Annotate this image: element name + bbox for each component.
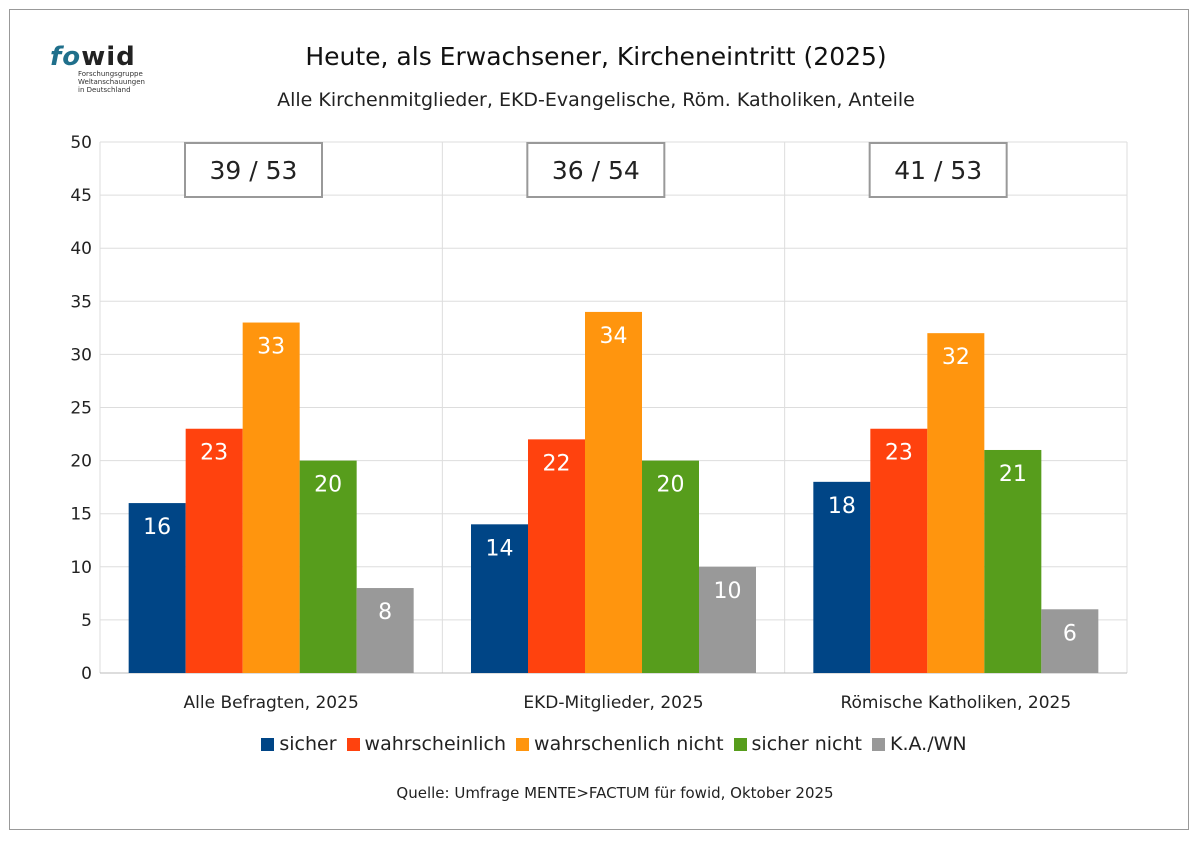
logo-line: Forschungsgruppe <box>78 70 143 78</box>
annotation-box <box>868 142 1008 198</box>
chart-subtitle: Alle Kirchenmitglieder, EKD-Evangelische… <box>277 89 915 111</box>
y-tick-label: 0 <box>81 664 92 684</box>
legend-item: K.A./WN <box>872 733 967 755</box>
source-note: Quelle: Umfrage MENTE>FACTUM für fowid, … <box>396 784 834 802</box>
legend-label: sicher <box>279 733 337 755</box>
data-label: 23 <box>885 441 913 466</box>
data-label: 34 <box>600 324 628 349</box>
data-label: 22 <box>543 451 571 476</box>
bar-sicher <box>471 524 528 673</box>
legend-label: wahrscheinlich <box>364 733 507 755</box>
legend-swatch <box>261 737 275 751</box>
bar-wahrschenlich-nicht <box>242 322 300 673</box>
y-tick-label: 25 <box>70 399 92 419</box>
annotation-text: 36 / 54 <box>552 156 640 185</box>
bar-k-a-wn <box>699 566 756 673</box>
y-tick-label: 30 <box>70 345 92 365</box>
y-tick-label: 15 <box>70 505 92 525</box>
y-tick-label: 40 <box>70 239 92 259</box>
x-tick-label: Römische Katholiken, 2025 <box>840 693 1071 713</box>
bar-sicher-nicht <box>984 449 1042 673</box>
annotation-text: 41 / 53 <box>894 156 982 185</box>
legend-swatch <box>733 737 747 751</box>
legend-label: sicher nicht <box>751 733 862 755</box>
bar-sicher <box>813 481 871 673</box>
legend-swatch <box>516 737 530 751</box>
bar-k-a-wn <box>1041 609 1099 673</box>
logo-line: in Deutschland <box>78 86 131 94</box>
legend-label: wahrschenlich nicht <box>534 733 724 755</box>
legend-item: wahrschenlich nicht <box>516 733 724 755</box>
data-label: 23 <box>200 441 228 466</box>
data-label: 18 <box>828 494 856 519</box>
fowid-logo: fowid Forschungsgruppe Weltanschauungen … <box>50 44 145 94</box>
bar-sicher-nicht <box>642 460 699 673</box>
data-label: 8 <box>378 600 392 625</box>
data-label: 33 <box>257 335 285 360</box>
annotation-box <box>526 142 666 198</box>
y-tick-label: 45 <box>70 186 92 206</box>
y-tick-label: 50 <box>70 133 92 153</box>
bar-wahrscheinlich <box>185 428 243 673</box>
y-tick-label: 35 <box>70 292 92 312</box>
data-label: 21 <box>999 462 1027 487</box>
data-label: 14 <box>486 536 514 561</box>
bar-sicher <box>128 503 186 673</box>
bar-k-a-wn <box>356 588 414 673</box>
legend: sicher wahrscheinlich wahrschenlich nicht s… <box>0 733 1200 756</box>
bar-wahrschenlich-nicht <box>927 333 985 673</box>
legend-swatch <box>872 737 885 751</box>
annotation-box <box>184 142 323 198</box>
data-label: 20 <box>657 473 685 498</box>
data-label: 20 <box>314 473 342 498</box>
logo-wid: wid <box>81 42 136 72</box>
legend-item: wahrscheinlich <box>346 733 507 755</box>
legend-item: sicher nicht <box>733 733 862 755</box>
data-label: 32 <box>942 345 970 370</box>
bar-wahrschenlich-nicht <box>585 311 642 673</box>
chart-title: Heute, als Erwachsener, Kircheneintritt … <box>305 42 887 71</box>
bar-wahrscheinlich <box>528 439 585 673</box>
legend-swatch <box>346 737 360 751</box>
y-tick-label: 5 <box>81 611 92 631</box>
annotation-text: 39 / 53 <box>210 156 298 185</box>
legend-item: sicher <box>261 733 337 755</box>
y-tick-label: 20 <box>70 452 92 472</box>
x-tick-label: Alle Befragten, 2025 <box>184 693 359 713</box>
logo-line: Weltanschauungen <box>78 78 145 86</box>
data-label: 10 <box>714 579 742 604</box>
y-tick-label: 10 <box>70 558 92 578</box>
data-label: 6 <box>1063 621 1077 646</box>
bar-wahrscheinlich <box>870 428 928 673</box>
x-tick-label: EKD-Mitglieder, 2025 <box>523 693 703 713</box>
legend-label: K.A./WN <box>890 733 967 755</box>
logo-fo: fo <box>50 42 82 72</box>
data-label: 16 <box>143 515 171 540</box>
bar-sicher-nicht <box>299 460 357 673</box>
